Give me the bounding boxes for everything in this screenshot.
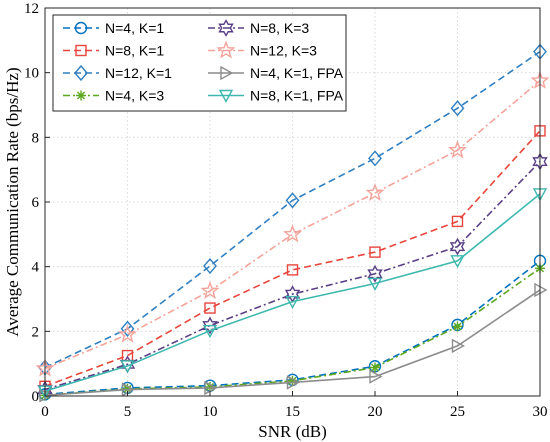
- data-point: [286, 375, 300, 390]
- data-point: [448, 140, 467, 159]
- legend-label: N=8, K=1, FPA: [250, 88, 344, 104]
- data-point: [365, 182, 385, 202]
- data-point: [285, 192, 300, 209]
- x-tick-label: 15: [285, 404, 300, 420]
- data-point: [452, 321, 463, 332]
- y-tick-label: 4: [32, 260, 40, 276]
- legend-label: N=8, K=3: [250, 20, 309, 36]
- data-point: [367, 277, 383, 291]
- legend-marker: [220, 65, 234, 81]
- legend-label: N=12, K=3: [250, 43, 317, 59]
- y-tick-label: 0: [32, 389, 40, 405]
- data-point: [120, 320, 135, 337]
- data-point: [367, 264, 383, 283]
- data-point: [283, 224, 302, 243]
- legend-marker: [76, 90, 86, 101]
- data-point: [368, 150, 382, 167]
- series-line: [44, 80, 541, 370]
- legend-item: N=4, K=1, FPA: [208, 65, 344, 81]
- x-tick-label: 0: [41, 404, 49, 420]
- data-point: [451, 338, 465, 354]
- data-point: [286, 264, 299, 276]
- data-point: [120, 360, 135, 374]
- x-tick-label: 10: [203, 404, 218, 420]
- series-line: [44, 193, 541, 392]
- legend-item: N=12, K=1: [63, 64, 172, 82]
- data-point: [449, 237, 466, 256]
- legend-label: N=4, K=1: [105, 20, 164, 36]
- legend-marker: [218, 89, 234, 103]
- series-line: [44, 50, 541, 369]
- legend-item: N=4, K=3: [63, 88, 164, 104]
- legend-marker: [218, 19, 234, 37]
- legend-label: N=12, K=1: [105, 65, 172, 81]
- series-2: [39, 125, 546, 392]
- data-point: [200, 280, 220, 299]
- series-line: [44, 161, 541, 391]
- data-point: [118, 324, 137, 343]
- y-tick-label: 10: [24, 66, 39, 82]
- legend-item: N=4, K=1: [63, 20, 164, 36]
- legend-item: N=8, K=1: [63, 43, 164, 59]
- data-point: [203, 257, 217, 275]
- axis-ticks: 0 5 10 15 20 25 30 0 2 4 6 8 10 12: [24, 1, 548, 420]
- legend-marker: [216, 40, 236, 59]
- y-axis-label: Average Communication Rate (bps/Hz): [3, 67, 22, 336]
- legend: N=4, K=1 N=8, K=1 N=12, K=1 N=4, K=3 N=8, K=…: [52, 14, 347, 112]
- data-point: [204, 380, 218, 396]
- data-point: [369, 369, 383, 384]
- legend-marker: [74, 21, 88, 35]
- y-tick-label: 2: [32, 324, 40, 340]
- data-point: [450, 255, 465, 269]
- data-point: [369, 246, 381, 258]
- data-point: [285, 295, 300, 310]
- data-point: [451, 215, 464, 228]
- legend-item: N=8, K=1, FPA: [208, 88, 344, 104]
- x-tick-label: 5: [124, 404, 132, 420]
- y-tick-label: 6: [32, 195, 40, 211]
- data-point: [202, 316, 218, 335]
- x-axis-label: SNR (dB): [258, 422, 326, 441]
- series-6: [35, 70, 550, 377]
- legend-item: N=12, K=3: [208, 40, 317, 59]
- x-tick-label: 20: [368, 404, 383, 420]
- data-point: [202, 324, 218, 339]
- data-point: [450, 100, 465, 117]
- legend-marker: [74, 64, 88, 82]
- legend-marker: [75, 44, 87, 57]
- y-tick-label: 8: [32, 130, 40, 146]
- legend-label: N=8, K=1: [105, 43, 164, 59]
- legend-box: [52, 14, 347, 112]
- series-layer: [35, 43, 550, 403]
- legend-item: N=8, K=3: [208, 19, 309, 37]
- data-point: [370, 362, 380, 373]
- legend-label: N=4, K=1, FPA: [250, 65, 344, 81]
- y-tick-label: 12: [24, 1, 39, 17]
- x-tick-label: 25: [450, 404, 465, 420]
- legend-label: N=4, K=3: [105, 88, 164, 104]
- data-point: [204, 302, 216, 314]
- x-tick-label: 30: [533, 404, 548, 420]
- series-line: [44, 289, 541, 397]
